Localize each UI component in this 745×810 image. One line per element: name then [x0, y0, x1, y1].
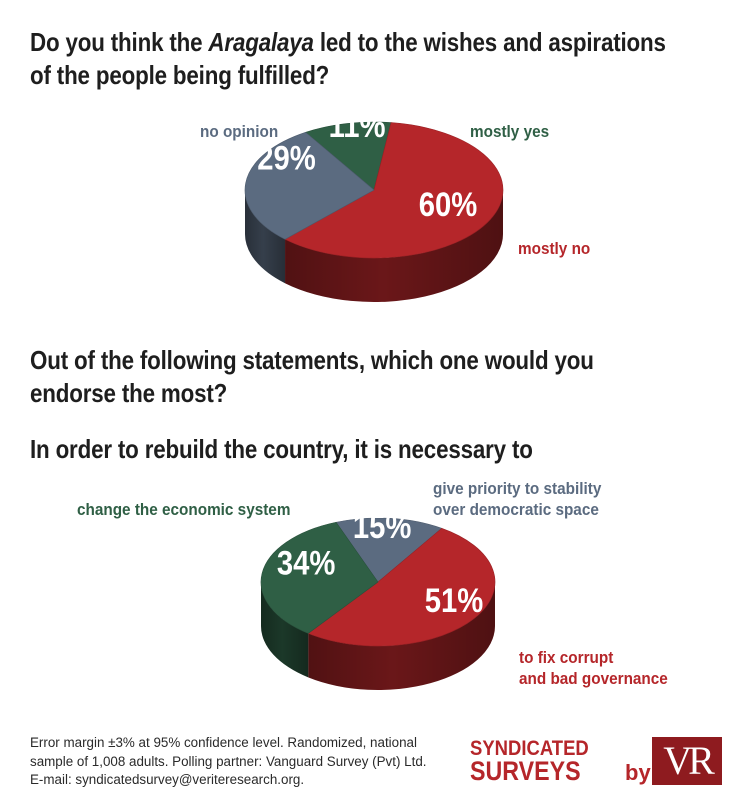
chart1-side-shade-2 — [245, 190, 286, 284]
chart1-value-0: 11% — [329, 106, 386, 145]
chart1-label-mostly-no: mostly no — [518, 239, 591, 258]
chart1-title: Do you think the Aragalaya led to the wi… — [30, 27, 666, 90]
chart2-label-stability: give priority to stability over democrat… — [433, 479, 602, 519]
chart2-value-0: 15% — [353, 507, 411, 546]
chart2-side-shade-1 — [308, 582, 495, 690]
aragalaya-term: Aragalaya — [208, 27, 314, 57]
chart2-subtitle: In order to rebuild the country, it is n… — [30, 434, 533, 464]
chart2-slice-0 — [335, 517, 443, 583]
chart2-label-economic-system: change the economic system — [77, 500, 291, 519]
chart2-value-1: 51% — [425, 581, 483, 620]
vr-logo-icon: VR — [652, 737, 722, 785]
chart2-slice-2 — [260, 521, 379, 634]
footer-note: Error margin ±3% at 95% confidence level… — [30, 735, 427, 787]
chart1-slice-0 — [305, 121, 392, 191]
chart2-label-governance: to fix corrupt and bad governance — [519, 648, 668, 688]
chart1-slice-2 — [244, 131, 375, 240]
chart2-side-shade-2 — [261, 582, 309, 678]
chart2-value-2: 34% — [277, 544, 335, 583]
syndicated-surveys-logo: SYNDICATED SURVEYS — [470, 737, 589, 786]
chart2-title: Out of the following statements, which o… — [30, 345, 594, 408]
chart1-slice-1 — [284, 122, 504, 259]
chart1-side-shade-1 — [285, 190, 503, 302]
chart1-value-2: 29% — [257, 139, 315, 178]
chart1-label-no-opinion: no opinion — [200, 122, 279, 141]
logo-by: by — [625, 760, 651, 785]
chart1-value-1: 60% — [419, 185, 477, 224]
chart2-slice-1 — [307, 527, 496, 647]
chart1-label-mostly-yes: mostly yes — [470, 122, 550, 141]
